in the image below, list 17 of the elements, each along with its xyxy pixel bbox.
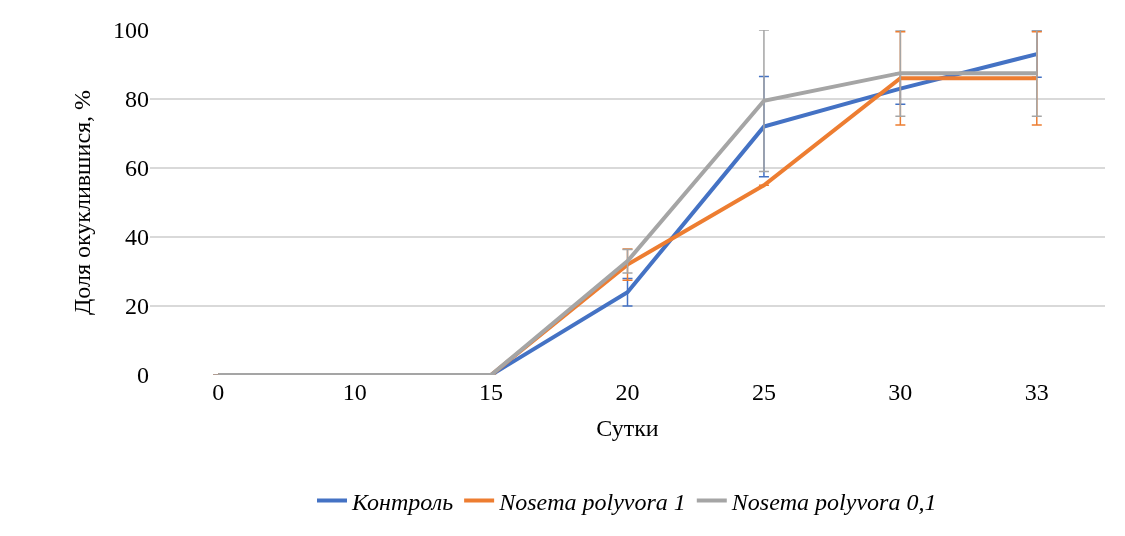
y-tick-label: 20 (125, 293, 149, 320)
y-tick-label: 80 (125, 86, 149, 113)
x-tick-label: 15 (479, 379, 504, 405)
legend-label: Контроль (351, 488, 454, 515)
y-axis-title: Доля окуклившися, % (69, 89, 96, 316)
y-tick-label: 40 (125, 224, 149, 251)
x-tick-label: 30 (888, 379, 913, 405)
y-tick-label: 100 (113, 17, 149, 44)
x-axis-title: Сутки (596, 415, 659, 442)
legend-label: Nosema polyvora 1 (498, 488, 686, 515)
x-tick-label: 25 (751, 379, 776, 405)
legend-label: Nosema polyvora 0,1 (730, 488, 937, 515)
x-tick-label: 20 (615, 379, 640, 405)
y-tick-label: 60 (125, 155, 149, 182)
x-tick-label: 0 (212, 379, 225, 405)
x-tick-label: 33 (1024, 379, 1049, 405)
x-tick-label: 10 (342, 379, 367, 405)
